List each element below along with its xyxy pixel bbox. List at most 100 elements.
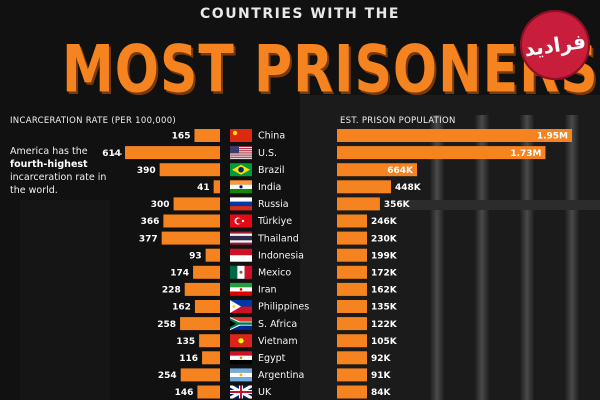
population-bar [337, 317, 367, 331]
population-bar [337, 129, 572, 142]
population-label: 199K [371, 251, 398, 261]
rate-label: 174 [170, 269, 189, 279]
turkiye-flag-icon [230, 214, 252, 228]
population-bar [337, 351, 367, 365]
rate-bar [194, 129, 220, 142]
population-label: 105K [371, 337, 398, 347]
country-name: Brazil [258, 165, 285, 176]
right-column-header: EST. PRISON POPULATION [340, 116, 456, 126]
philippines-flag-icon [230, 300, 252, 313]
argentina-flag-icon [230, 368, 252, 382]
annotation-line1: America has the [10, 146, 88, 157]
rate-bar [180, 368, 220, 382]
thailand-flag-icon [230, 231, 252, 245]
rate-bar [193, 265, 220, 279]
rate-label: 614 [102, 149, 121, 159]
page-title: MOST PRISONERS [62, 32, 599, 108]
population-bar [337, 180, 391, 194]
population-label: 91K [371, 371, 392, 381]
china-flag-icon [230, 129, 252, 142]
population-label: 92K [371, 354, 392, 364]
rate-label: 377 [139, 234, 158, 244]
population-label: 356K [384, 200, 411, 210]
rate-bar [184, 282, 220, 296]
rate-bar [159, 163, 220, 177]
left-column-header: INCARCERATION RATE (PER 100,000) [10, 116, 177, 126]
population-label: 162K [371, 286, 398, 296]
population-label: 1.95M [537, 132, 568, 142]
population-label: 135K [371, 303, 398, 313]
rate-label: 258 [157, 320, 176, 330]
mexico-flag-icon [230, 265, 252, 279]
rate-label: 165 [172, 132, 191, 142]
population-label: 448K [395, 183, 422, 193]
uk-flag-icon [230, 385, 252, 399]
population-bar [337, 214, 367, 228]
rate-bar [180, 317, 220, 331]
population-bar [337, 300, 367, 313]
population-bar [337, 385, 367, 399]
country-name: Egypt [258, 353, 286, 364]
vietnam-flag-icon [230, 334, 252, 348]
us-flag-icon [230, 146, 252, 160]
country-name: Argentina [258, 370, 304, 381]
rate-label: 390 [137, 166, 156, 176]
india-flag-icon [230, 180, 252, 194]
rate-bar [125, 146, 220, 160]
rate-bar [199, 334, 220, 348]
rate-label: 41 [197, 183, 210, 193]
rate-label: 228 [162, 286, 181, 296]
population-bar [337, 282, 367, 296]
rate-bar [163, 214, 220, 228]
rate-bar [194, 300, 220, 313]
country-name: Indonesia [258, 250, 304, 261]
russia-flag-icon [230, 197, 252, 211]
country-name: S. Africa [258, 319, 297, 330]
south-africa-flag-icon [230, 317, 252, 331]
indonesia-flag-icon [230, 248, 252, 262]
country-name: Türkiye [257, 216, 292, 227]
rate-label: 93 [189, 251, 202, 261]
rate-label: 366 [141, 217, 160, 227]
country-name: Iran [258, 285, 277, 296]
rate-label: 116 [179, 354, 198, 364]
rate-bar [161, 231, 220, 245]
population-bar [337, 334, 367, 348]
rate-label: 254 [158, 371, 177, 381]
country-name: U.S. [258, 148, 277, 159]
rate-label: 162 [172, 303, 191, 313]
rate-label: 135 [176, 337, 195, 347]
population-bar [337, 248, 367, 262]
us-annotation: America has the fourth-highest incarcera… [10, 145, 122, 197]
population-label: 664K [387, 166, 414, 176]
country-name: India [258, 182, 281, 193]
brazil-flag-icon [230, 163, 252, 177]
population-bar [337, 163, 418, 177]
annotation-line2: incarceration rate in the world. [10, 172, 107, 196]
population-label: 84K [371, 388, 392, 398]
title-overline: COUNTRIES WITH THE [200, 6, 400, 22]
population-label: 230K [371, 234, 398, 244]
country-name: Thailand [257, 233, 299, 244]
population-bar [337, 197, 380, 211]
population-bar [337, 146, 546, 160]
rate-bar [197, 385, 220, 399]
population-label: 122K [371, 320, 398, 330]
population-bar [337, 231, 367, 245]
rate-label: 146 [175, 388, 194, 398]
country-name: Mexico [258, 268, 291, 279]
population-label: 246K [371, 217, 398, 227]
rate-bar [213, 180, 220, 194]
population-label: 1.73M [510, 149, 541, 159]
country-name: Russia [258, 199, 289, 210]
rate-bar [205, 248, 220, 262]
country-name: UK [258, 387, 272, 398]
iran-flag-icon [230, 282, 252, 296]
rate-bar [173, 197, 220, 211]
rate-label: 300 [151, 200, 170, 210]
rate-bar [202, 351, 220, 365]
country-name: Vietnam [258, 336, 298, 347]
country-name: China [258, 131, 285, 142]
